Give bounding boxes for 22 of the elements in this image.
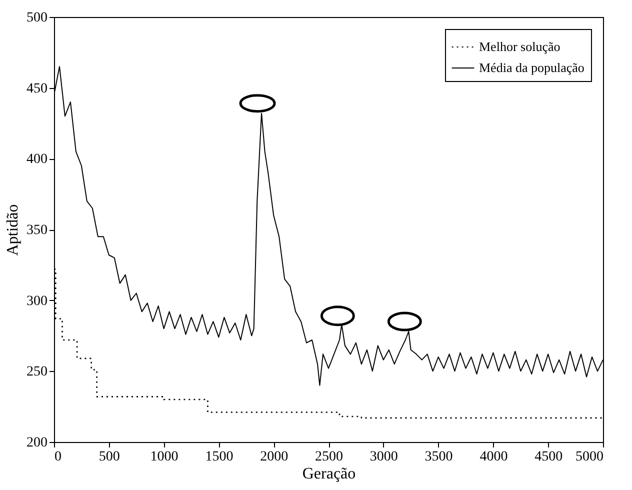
- y-tick-label: 350: [26, 223, 48, 238]
- legend-label: Melhor solução: [479, 39, 560, 54]
- x-tick-label: 2000: [260, 450, 288, 464]
- x-tick-label: 1000: [150, 450, 178, 464]
- y-tick-label: 500: [26, 10, 48, 26]
- y-tick-label: 200: [26, 436, 48, 450]
- y-axis-title: Aptidão: [4, 204, 22, 256]
- x-axis-title: Geração: [302, 466, 356, 482]
- y-tick-label: 250: [26, 364, 48, 380]
- x-tick-label: 4500: [534, 450, 563, 464]
- y-tick-label: 400: [26, 152, 48, 168]
- x-tick-label: 2500: [315, 450, 343, 464]
- x-tick-label: 5000: [576, 450, 604, 464]
- x-tick-label: 3000: [370, 450, 398, 464]
- x-tick-label: 1500: [205, 450, 234, 464]
- x-tick-label: 0: [54, 450, 62, 464]
- x-tick-label: 500: [98, 450, 120, 464]
- y-tick-label: 300: [26, 294, 48, 309]
- x-tick-label: 4000: [480, 450, 508, 464]
- y-tick-label: 450: [26, 81, 48, 96]
- legend-label: Média da população: [479, 60, 584, 75]
- x-tick-label: 3500: [424, 450, 453, 464]
